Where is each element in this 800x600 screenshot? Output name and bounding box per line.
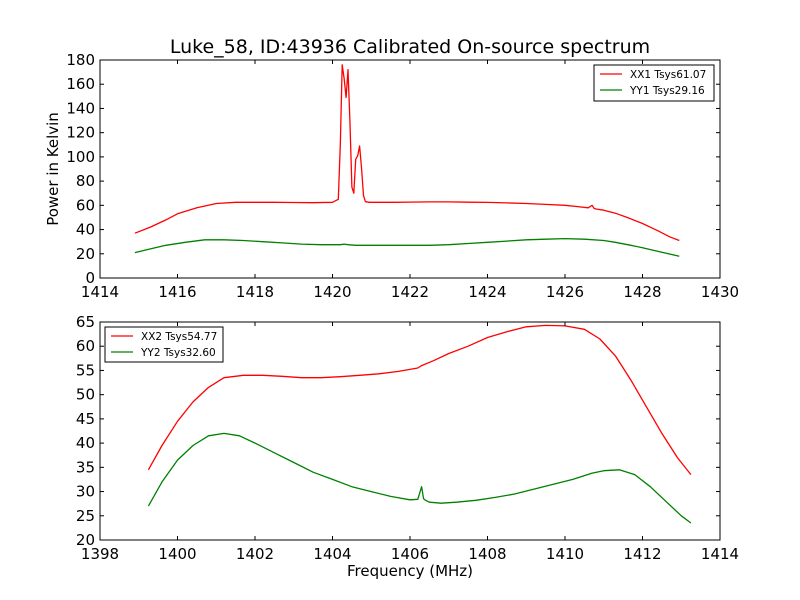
top-y-tick-label: 20 xyxy=(76,245,95,263)
plot-area-bottom: 1398 1400 1402 1404 1406 1408 1410 1412 1414 20 25… xyxy=(76,313,739,563)
bottom-y-tick-label: 65 xyxy=(76,313,95,331)
bottom-x-tick-label: 1408 xyxy=(468,545,506,563)
bottom-series-line-1 xyxy=(147,432,692,524)
bottom-y-tick-label: 40 xyxy=(76,434,95,452)
legend-label-xx2: XX2 Tsys54.77 xyxy=(141,331,217,343)
bottom-y-tick-label: 25 xyxy=(76,507,95,525)
top-y-tick-label: 140 xyxy=(66,99,95,117)
legend-label-yy2: YY2 Tsys32.60 xyxy=(140,347,216,359)
bottom-y-tick-label: 50 xyxy=(76,386,95,404)
bottom-x-tick-label: 1402 xyxy=(236,545,274,563)
plot-area-top: 1414 1416 1418 1420 1422 1424 1426 1428 1430 0 20 4… xyxy=(66,51,739,301)
top-x-tick-label: 1424 xyxy=(468,283,506,301)
top-y-tick-label: 80 xyxy=(76,172,95,190)
top-y-tick-label: 40 xyxy=(76,221,95,239)
top-y-tick-label: 100 xyxy=(66,148,95,166)
top-x-tick-label: 1416 xyxy=(158,283,196,301)
bottom-x-tick-label: 1410 xyxy=(546,545,584,563)
top-y-tick-label: 0 xyxy=(85,269,95,287)
top-y-tick-label: 180 xyxy=(66,51,95,69)
legend-label-yy1: YY1 Tsys29.16 xyxy=(629,85,705,97)
top-x-tick-label: 1418 xyxy=(236,283,274,301)
top-series-line-0 xyxy=(134,64,680,242)
y-axis-label-top: Power in Kelvin xyxy=(44,112,62,226)
bottom-x-tick-label: 1414 xyxy=(701,545,739,563)
top-x-tick-label: 1430 xyxy=(701,283,739,301)
top-x-tick-label: 1414 xyxy=(81,283,119,301)
legend-top: XX1 Tsys61.07 YY1 Tsys29.16 xyxy=(593,64,715,102)
legend-label-xx1: XX1 Tsys61.07 xyxy=(630,69,706,81)
bottom-x-tick-label: 1412 xyxy=(623,545,661,563)
bottom-x-tick-label: 1400 xyxy=(158,545,196,563)
legend-bottom: XX2 Tsys54.77 YY2 Tsys32.60 xyxy=(104,326,224,363)
top-x-tick-label: 1420 xyxy=(313,283,351,301)
top-x-tick-label: 1422 xyxy=(391,283,429,301)
bottom-y-tick-label: 20 xyxy=(76,531,95,549)
bottom-x-tick-label: 1406 xyxy=(391,545,429,563)
bottom-y-tick-label: 60 xyxy=(76,337,95,355)
bottom-y-tick-label: 55 xyxy=(76,361,95,379)
top-y-tick-label: 160 xyxy=(66,75,95,93)
bottom-x-tick-label: 1398 xyxy=(81,545,119,563)
bottom-y-tick-label: 30 xyxy=(76,483,95,501)
bottom-y-tick-label: 45 xyxy=(76,410,95,428)
chart-title: Luke_58, ID:43936 Calibrated On-source s… xyxy=(170,36,650,58)
legend-box-top xyxy=(593,64,715,102)
top-x-tick-label: 1428 xyxy=(623,283,661,301)
top-series-line-1 xyxy=(134,237,680,257)
top-x-tick-label: 1426 xyxy=(546,283,584,301)
legend-box-bottom xyxy=(104,326,224,363)
bottom-y-tick-label: 35 xyxy=(76,458,95,476)
top-y-tick-label: 60 xyxy=(76,196,95,214)
top-y-tick-label: 120 xyxy=(66,124,95,142)
bottom-x-tick-label: 1404 xyxy=(313,545,351,563)
bottom-series-line-0 xyxy=(147,324,692,476)
x-axis-label-bottom: Frequency (MHz) xyxy=(347,562,473,580)
